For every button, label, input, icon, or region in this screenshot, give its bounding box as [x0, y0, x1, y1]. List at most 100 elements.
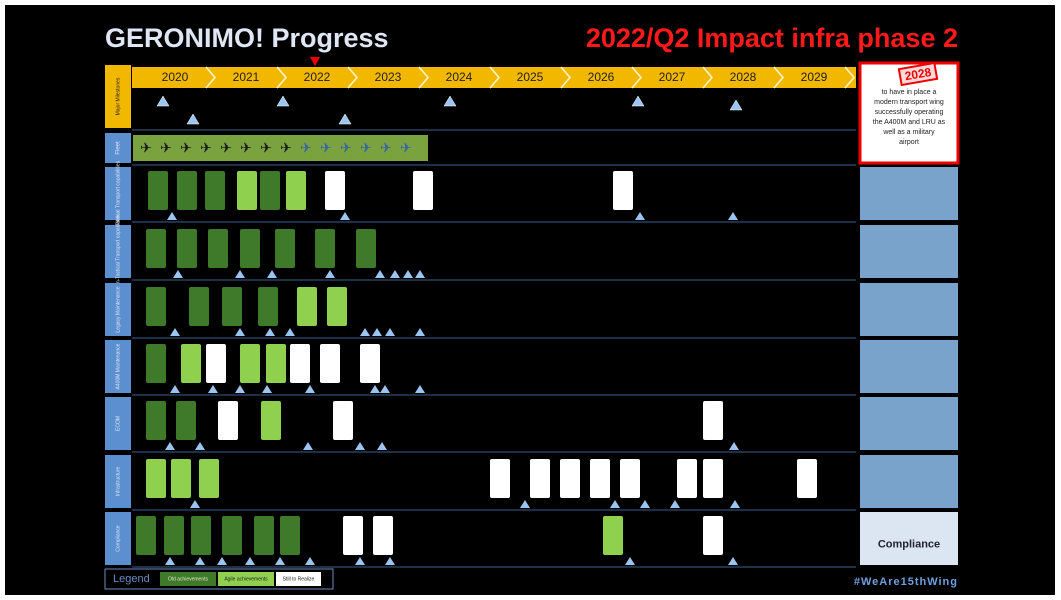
achievement-card [490, 459, 510, 498]
achievement-card [280, 516, 300, 555]
achievement-card [148, 171, 168, 210]
year-label: 2028 [730, 70, 757, 84]
achievement-card [191, 516, 211, 555]
achievement-card [176, 401, 196, 440]
aircraft-icon: ✈ [160, 140, 172, 156]
row-image [860, 455, 958, 508]
row-label: ECOM [115, 416, 121, 431]
achievement-card [327, 287, 347, 326]
achievement-card [373, 516, 393, 555]
achievement-card [164, 516, 184, 555]
achievement-card [258, 287, 278, 326]
achievement-card [240, 229, 260, 268]
aircraft-icon: ✈ [300, 140, 312, 156]
slide: GERONIMO! Progress 2022/Q2 Impact infra … [0, 0, 1061, 600]
row-image [860, 397, 958, 450]
achievement-card [260, 171, 280, 210]
row-label: A400M Maintenance [115, 343, 121, 389]
year-label: 2022 [304, 70, 331, 84]
title: GERONIMO! Progress [105, 23, 389, 53]
row-image [860, 225, 958, 278]
achievement-card [254, 516, 274, 555]
year-label: 2026 [588, 70, 615, 84]
achievement-card [199, 459, 219, 498]
compliance-image-label: Compliance [878, 538, 940, 550]
achievement-card [286, 171, 306, 210]
achievement-card [620, 459, 640, 498]
achievement-card [146, 401, 166, 440]
achievement-card [205, 171, 225, 210]
row-label: Fleet [116, 141, 122, 155]
achievement-card [603, 516, 623, 555]
achievement-card [146, 287, 166, 326]
legend-item: Agile achievements [224, 576, 268, 582]
achievement-card [677, 459, 697, 498]
year-label: 2023 [375, 70, 402, 84]
year-label: 2024 [446, 70, 473, 84]
achievement-card [222, 287, 242, 326]
aircraft-icon: ✈ [320, 140, 332, 156]
achievement-card [356, 229, 376, 268]
row-label: Infrastructure [115, 467, 121, 497]
achievement-card [360, 344, 380, 383]
aircraft-icon: ✈ [180, 140, 192, 156]
legend-item: Still to Realize [283, 576, 315, 582]
achievement-card [136, 516, 156, 555]
achievement-card [266, 344, 286, 383]
year-label: 2020 [162, 70, 189, 84]
row-label: Compliance [115, 525, 121, 552]
page: {"header":{"title":"GERONIMO! Progress",… [0, 0, 1061, 600]
aircraft-icon: ✈ [200, 140, 212, 156]
achievement-card [703, 516, 723, 555]
achievement-card [171, 459, 191, 498]
row-image [860, 283, 958, 336]
footer: #WeAre15thWing [854, 576, 958, 588]
achievement-card [290, 344, 310, 383]
achievement-card [261, 401, 281, 440]
achievement-card [320, 344, 340, 383]
achievement-card [703, 459, 723, 498]
subtitle: 2022/Q2 Impact infra phase 2 [586, 23, 958, 53]
achievement-card [703, 401, 723, 440]
aircraft-icon: ✈ [260, 140, 272, 156]
row-label: Legacy Maintenance [115, 286, 121, 332]
achievement-card [530, 459, 550, 498]
aircraft-icon: ✈ [400, 140, 412, 156]
year-label: 2021 [233, 70, 260, 84]
achievement-card [218, 401, 238, 440]
row-label: Non-Tactical Transport capabilities [115, 213, 121, 290]
achievement-card [275, 229, 295, 268]
year-label: 2029 [801, 70, 828, 84]
aircraft-icon: ✈ [220, 140, 232, 156]
achievement-card [189, 287, 209, 326]
row-image [860, 340, 958, 393]
aircraft-icon: ✈ [380, 140, 392, 156]
achievement-card [613, 171, 633, 210]
achievement-card [237, 171, 257, 210]
aircraft-icon: ✈ [240, 140, 252, 156]
year-label: 2027 [659, 70, 686, 84]
achievement-card [797, 459, 817, 498]
aircraft-icon: ✈ [280, 140, 292, 156]
achievement-card [240, 344, 260, 383]
aircraft-icon: ✈ [140, 140, 152, 156]
achievement-card [206, 344, 226, 383]
achievement-card [297, 287, 317, 326]
row-label: Major Milestones [115, 77, 121, 115]
legend-item: Old achievements [168, 576, 209, 582]
row-image [860, 167, 958, 220]
aircraft-icon: ✈ [340, 140, 352, 156]
achievement-card [222, 516, 242, 555]
achievement-card [590, 459, 610, 498]
achievement-card [333, 401, 353, 440]
achievement-card [146, 344, 166, 383]
body: GERONIMO! Progress 2022/Q2 Impact infra … [0, 0, 1061, 600]
achievement-card [181, 344, 201, 383]
achievement-card [146, 229, 166, 268]
achievement-card [146, 459, 166, 498]
achievement-card [177, 229, 197, 268]
aircraft-icon: ✈ [360, 140, 372, 156]
legend-title: Legend [113, 573, 150, 585]
achievement-card [560, 459, 580, 498]
achievement-card [413, 171, 433, 210]
